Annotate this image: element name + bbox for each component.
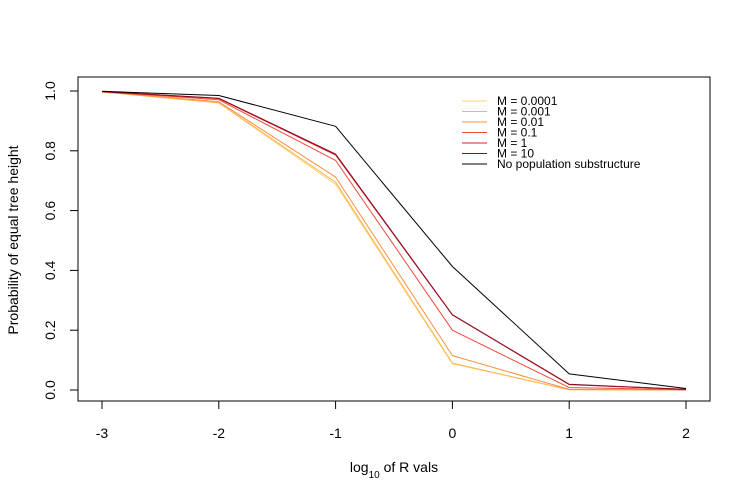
x-tick-label: 0 (449, 425, 457, 441)
plot-frame (77, 76, 711, 402)
y-axis-title: Probability of equal tree height (5, 145, 21, 334)
y-axis: 0.0 0.2 0.4 0.6 0.8 1.0 (42, 81, 79, 400)
legend-label: M = 0.01 (497, 115, 544, 129)
series-layer (101, 90, 687, 391)
series-line-5 (101, 91, 687, 390)
series-line-0 (101, 91, 687, 391)
series-line-3 (101, 91, 687, 391)
y-tick-label: 0.6 (42, 201, 58, 221)
y-tick-label: 0.0 (42, 380, 58, 400)
legend-label: No population substructure (497, 157, 641, 171)
legend-label: M = 0.1 (497, 126, 538, 140)
series-line-2 (101, 91, 687, 391)
legend-label: M = 10 (497, 147, 534, 161)
y-tick-label: 0.4 (42, 260, 58, 280)
x-tick-label: 2 (682, 425, 690, 441)
x-tick-label: 1 (565, 425, 573, 441)
x-tick-label: -1 (329, 425, 342, 441)
x-axis-title: log10 of R vals (350, 459, 438, 481)
legend-label: M = 1 (497, 136, 528, 150)
series-line-6 (101, 90, 687, 389)
y-tick-label: 0.2 (42, 320, 58, 340)
y-tick-label: 0.8 (42, 141, 58, 161)
legend-label: M = 0.0001 (497, 94, 558, 108)
legend-label: M = 0.001 (497, 105, 551, 119)
x-axis: -3 -2 -1 0 1 2 (96, 400, 690, 441)
series-line-4 (101, 91, 687, 390)
series-line-1 (101, 91, 687, 391)
x-tick-label: -3 (96, 425, 109, 441)
y-tick-label: 1.0 (42, 81, 58, 101)
x-tick-label: -2 (213, 425, 226, 441)
